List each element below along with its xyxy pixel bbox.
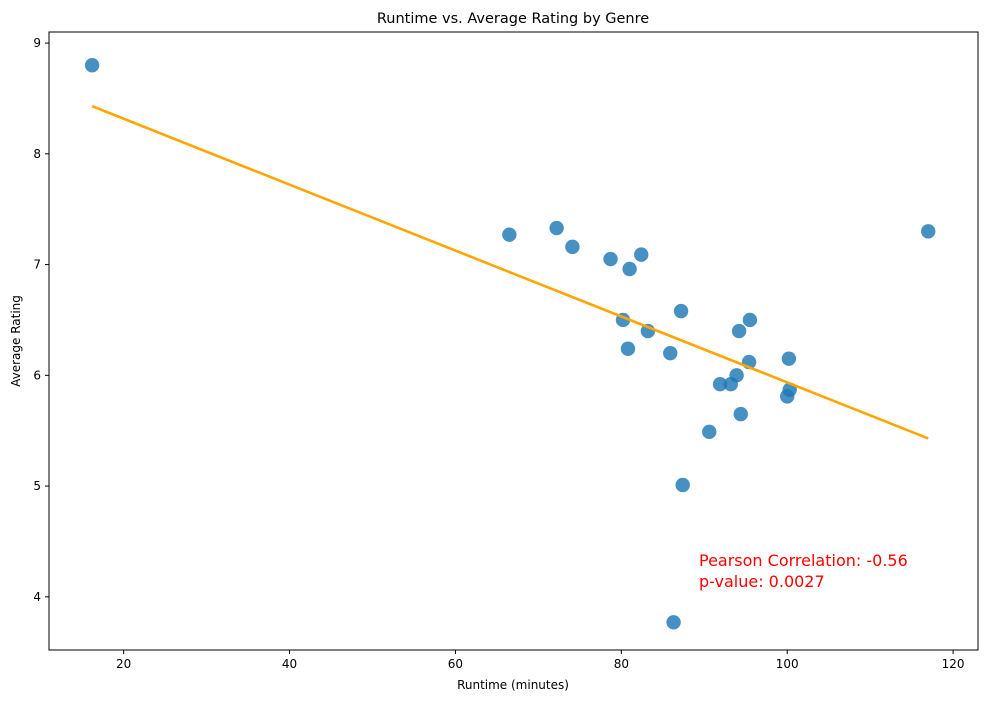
y-axis: 4 5 6 7 8 9 xyxy=(33,36,49,604)
data-point-13 xyxy=(675,477,690,493)
data-point-19 xyxy=(733,406,748,422)
data-point-1 xyxy=(502,227,517,242)
y-tick-label-6: 6 xyxy=(33,368,41,382)
y-tick-label-4: 4 xyxy=(33,590,41,604)
trend-line xyxy=(91,104,929,440)
data-point-25 xyxy=(921,224,936,239)
data-point-15 xyxy=(712,376,728,392)
data-point-3 xyxy=(565,239,580,255)
y-tick-label-5: 5 xyxy=(33,479,41,493)
data-point-18 xyxy=(731,323,747,339)
data-point-14 xyxy=(702,424,717,440)
x-tick-label-20: 20 xyxy=(116,657,131,671)
annotation-correlation: Pearson Correlation: -0.56 xyxy=(699,551,908,570)
data-point-6 xyxy=(634,247,649,262)
x-tick-label-40: 40 xyxy=(282,657,297,671)
x-tick-label-80: 80 xyxy=(614,657,629,671)
x-tick-label-100: 100 xyxy=(776,657,799,671)
y-tick-label-8: 8 xyxy=(33,147,41,161)
data-point-17 xyxy=(729,368,744,383)
data-point-4 xyxy=(603,251,618,267)
data-point-21 xyxy=(742,312,758,328)
data-point-8 xyxy=(620,341,636,356)
x-axis: 20 40 60 80 100 120 xyxy=(116,650,965,671)
y-tick-label-9: 9 xyxy=(33,36,41,50)
x-axis-label: Runtime (minutes) xyxy=(457,678,569,692)
y-axis-label: Average Rating xyxy=(9,295,23,387)
data-point-5 xyxy=(622,261,637,277)
data-point-2 xyxy=(549,220,564,236)
x-tick-label-120: 120 xyxy=(942,657,965,671)
data-point-10 xyxy=(663,345,678,361)
data-point-12 xyxy=(666,615,681,630)
data-point-24 xyxy=(781,351,797,366)
x-tick-label-60: 60 xyxy=(448,657,463,671)
y-tick-label-7: 7 xyxy=(33,258,41,272)
plot-area xyxy=(84,58,936,630)
plot-frame xyxy=(48,31,979,651)
data-point-11 xyxy=(673,303,689,319)
chart-title: Runtime vs. Average Rating by Genre xyxy=(377,11,649,27)
annotation-p-value: p-value: 0.0027 xyxy=(699,572,825,591)
data-point-0 xyxy=(84,58,100,73)
